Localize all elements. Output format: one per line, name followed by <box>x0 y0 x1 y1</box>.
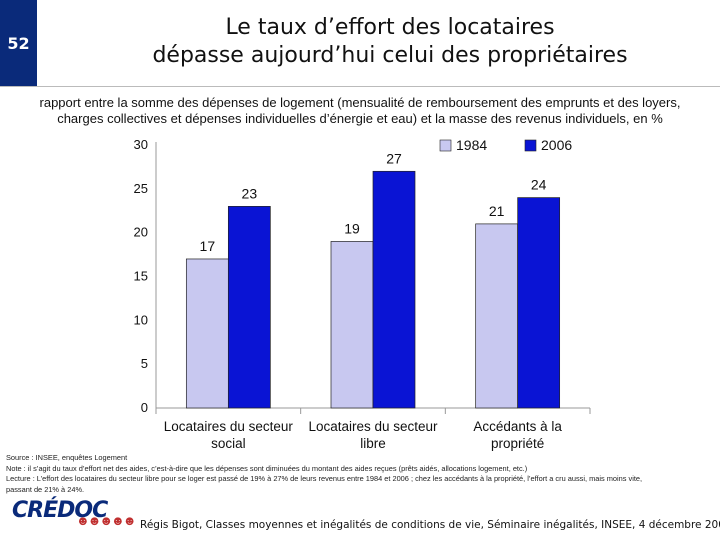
category-label: Accédants à la <box>473 419 562 434</box>
subtitle-line-2: charges collectives et dépenses individu… <box>57 111 663 126</box>
source-note: Source : INSEE, enquêtes Logement <box>6 453 128 462</box>
bar-1984 <box>185 258 229 409</box>
footer-credit: Régis Bigot, Classes moyennes et inégali… <box>140 519 720 531</box>
title-line-1: Le taux d’effort des locataires <box>225 15 555 40</box>
y-tick-label: 10 <box>134 312 148 327</box>
y-tick-label: 20 <box>134 225 148 240</box>
chart-subtitle: rapport entre la somme des dépenses de l… <box>8 95 712 127</box>
legend-swatch-2006 <box>524 139 537 152</box>
legend-label-2006: 2006 <box>541 137 572 153</box>
data-label-1984: 17 <box>200 238 216 254</box>
bar-1984 <box>330 241 374 409</box>
category-label: social <box>211 436 246 451</box>
y-tick-label: 15 <box>134 269 148 284</box>
bar-2006 <box>372 170 416 409</box>
category-label: Locataires du secteur <box>164 419 294 434</box>
data-label-2006: 27 <box>386 150 402 166</box>
bar-2006 <box>517 197 561 409</box>
methodology-note: Note : il s’agit du taux d’effort net de… <box>6 463 528 473</box>
bar-1984 <box>475 223 519 409</box>
y-tick-label: 30 <box>134 137 148 152</box>
logo-people-icon: ☻☻☻☻☻ <box>76 513 136 528</box>
logo-text: CRÉDOC <box>12 498 108 523</box>
category-label: Locataires du secteur <box>308 419 438 434</box>
title-divider <box>0 86 720 87</box>
data-label-2006: 23 <box>242 185 258 201</box>
data-label-1984: 19 <box>344 220 360 236</box>
chart-notes: Source : INSEE, enquêtes Logement Note :… <box>6 453 712 495</box>
data-label-1984: 21 <box>489 203 505 219</box>
slide-title: Le taux d’effort des locataires dépasse … <box>80 14 700 70</box>
y-tick-label: 0 <box>141 400 148 415</box>
y-tick-label: 5 <box>141 356 148 371</box>
category-label: libre <box>360 436 386 451</box>
category-label: propriété <box>491 436 544 451</box>
legend-label-1984: 1984 <box>456 137 487 153</box>
bar-2006 <box>227 206 271 409</box>
reading-note-2: passant de 21% à 24%. <box>6 484 85 494</box>
credoc-logo: CRÉDOC ☻☻☻☻☻ <box>10 496 140 536</box>
legend-swatch-1984 <box>439 139 452 152</box>
bar-chart: 0 5 10 15 20 25 30 17 23 Locataires du secteur soc… <box>134 137 591 451</box>
title-line-2: dépasse aujourd’hui celui des propriétai… <box>152 43 628 68</box>
slide-number: 52 <box>0 0 37 86</box>
y-tick-label: 25 <box>134 181 148 196</box>
subtitle-line-1: rapport entre la somme des dépenses de l… <box>39 95 681 110</box>
data-label-2006: 24 <box>531 177 547 193</box>
reading-note-1: Lecture : L’effort des locataires du sec… <box>6 474 643 483</box>
